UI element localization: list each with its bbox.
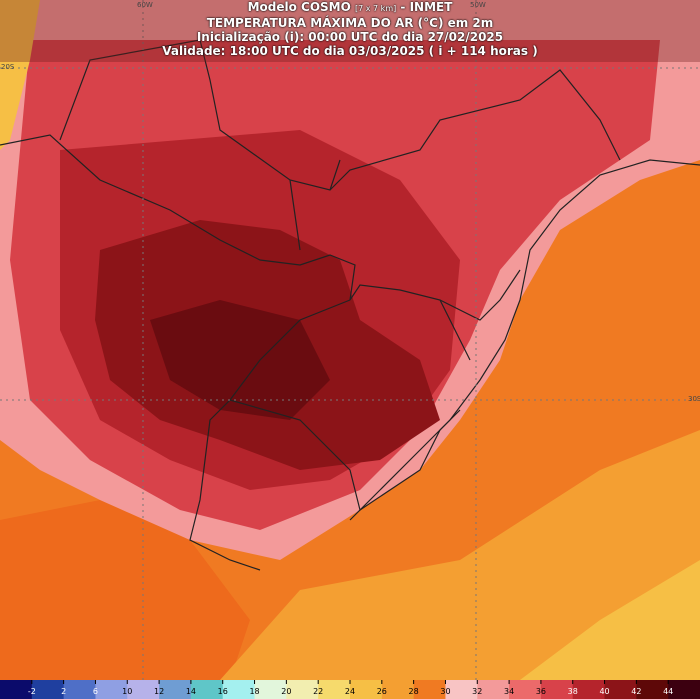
lon-label: 50W: [470, 1, 486, 9]
colorbar-label: 20: [281, 687, 291, 696]
colorbar-swatch: [636, 680, 669, 699]
init: Inicialização (i): 00:00 UTC do dia 27/0…: [196, 30, 504, 44]
colorbar-swatch: [127, 680, 160, 699]
model: Modelo COSMO: [247, 0, 351, 14]
source: - INMET: [400, 0, 453, 14]
title: TEMPERATURA MÁXIMA DO AR (°C) em 2m: [206, 16, 494, 30]
colorbar-swatch: [222, 680, 256, 699]
colorbar-label: 26: [377, 687, 387, 696]
borders: [0, 39, 700, 571]
colorbar-label: 40: [599, 687, 609, 696]
colorbar-label: 24: [345, 687, 355, 696]
colorbar-swatch: [572, 680, 606, 699]
header-backdrop: [0, 0, 700, 62]
colorbar-swatch: [604, 680, 637, 699]
colorbar-swatch: [381, 680, 415, 699]
colorbar-label: 12: [154, 687, 164, 696]
colorbar-label: 10: [122, 687, 132, 696]
colorbar-label: 16: [218, 687, 228, 696]
colorbar-swatch: [318, 680, 351, 699]
colorbar-label: 34: [504, 687, 514, 696]
peak-field: [150, 300, 330, 420]
colorbar-swatch: [286, 680, 319, 699]
colorbar-swatch: [254, 680, 287, 699]
colorbar-swatch: [540, 680, 574, 699]
colorbar-swatch: [413, 680, 446, 699]
colorbar: -2 2 6 10 12 14 16 18 20 22 24 26 28 30 32 34 36 38 40 42 44: [0, 680, 700, 699]
lat-label: 20S: [1, 63, 15, 71]
resolution: [7 x 7 km]: [355, 4, 397, 13]
colorbar-swatch: [668, 680, 700, 699]
border: [59, 39, 621, 191]
border: [0, 134, 471, 361]
valid: Validade: 18:00 UTC do dia 03/03/2025 ( …: [162, 44, 538, 58]
colorbar-swatch: [31, 680, 65, 699]
colorbar-label: 28: [409, 687, 419, 696]
colorbar-swatch: [445, 680, 478, 699]
colorbar-label: 2: [61, 687, 66, 696]
colorbar-label: 44: [663, 687, 673, 696]
colorbar-swatch: [0, 680, 33, 699]
colorbar-swatch: [477, 680, 510, 699]
colorbar-label: 38: [568, 687, 578, 696]
colorbar-swatch: [350, 680, 383, 699]
header-line: Modelo COSMO [7 x 7 km] - INMET: [0, 0, 700, 16]
south-field: [0, 500, 250, 680]
colorbar-swatch: [159, 680, 192, 699]
colorbar-swatch: [509, 680, 542, 699]
sea-field: [520, 560, 700, 680]
colorbar-label: 30: [440, 687, 450, 696]
colorbar-label: 6: [93, 687, 98, 696]
colorbar-label: 32: [472, 687, 482, 696]
colorbar-label: 14: [186, 687, 196, 696]
lon-label: 60W: [137, 1, 153, 9]
south-warm-field: [220, 430, 700, 680]
coastline: [349, 159, 700, 521]
colorbar-swatch: [63, 680, 96, 699]
colorbar-swatch: [190, 680, 224, 699]
lat-label: 30S: [688, 395, 700, 403]
colorbar-label: 42: [631, 687, 641, 696]
colorbar-swatch: [95, 680, 128, 699]
header: Modelo COSMO [7 x 7 km] - INMET TEMPERAT…: [0, 0, 700, 58]
colorbar-label: 22: [313, 687, 323, 696]
colorbar-label: 36: [536, 687, 546, 696]
colorbar-label: -2: [28, 687, 36, 696]
colorbar-label: 18: [249, 687, 259, 696]
north-west-field: [0, 0, 40, 150]
